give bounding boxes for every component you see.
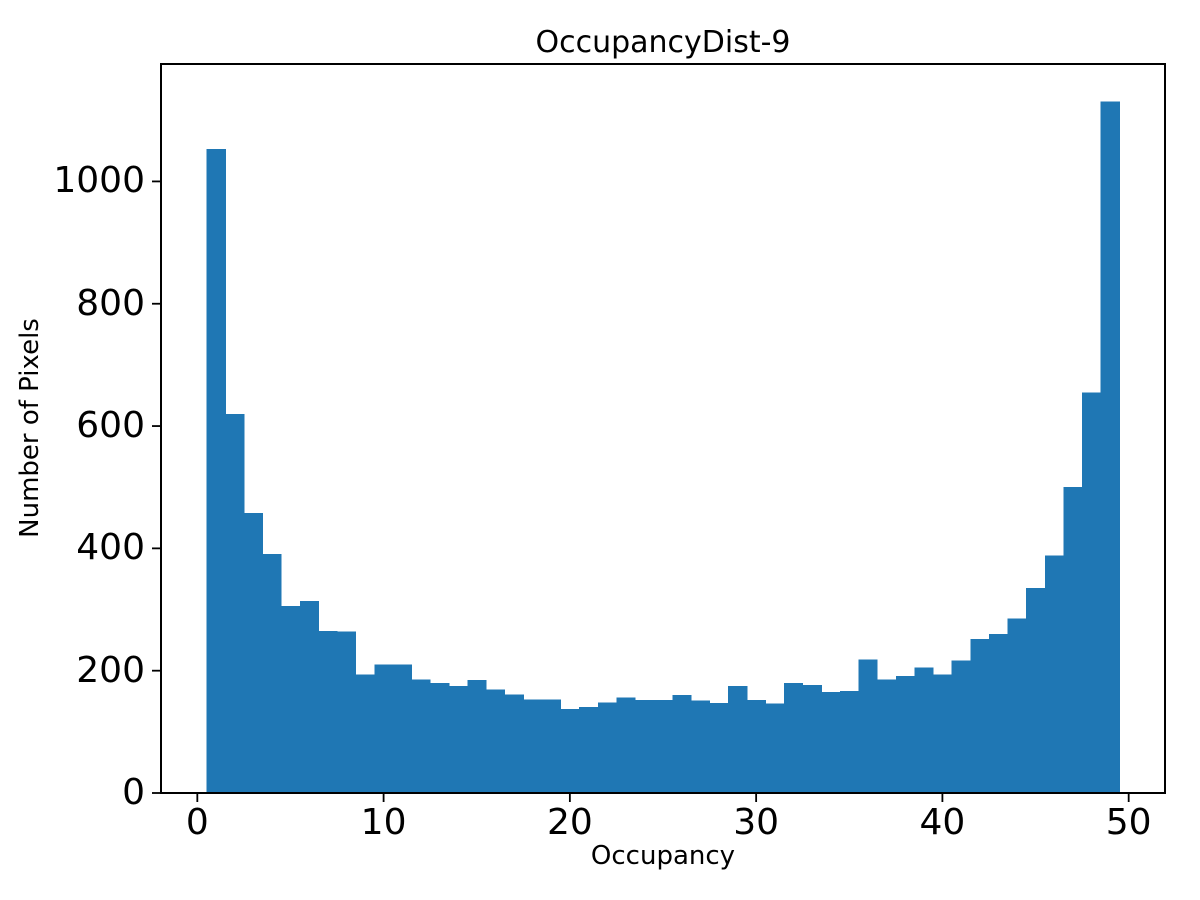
histogram-bar <box>579 706 599 793</box>
histogram-bar <box>318 630 338 793</box>
histogram-bar <box>895 676 915 793</box>
histogram-bar <box>392 664 413 793</box>
histogram-bar <box>448 685 468 793</box>
histogram-bar <box>504 694 524 793</box>
histogram-bar <box>262 553 282 793</box>
histogram-bar <box>765 703 785 793</box>
x-tick-label: 30 <box>733 802 780 843</box>
histogram-bar <box>970 638 990 793</box>
histogram-bar <box>1082 392 1102 793</box>
histogram-bar <box>1044 555 1064 793</box>
x-tick-label: 0 <box>185 802 209 843</box>
y-tick-label: 0 <box>122 772 145 813</box>
histogram-bar <box>1007 618 1027 793</box>
histogram-bar <box>1026 588 1046 793</box>
histogram-bar <box>635 700 655 793</box>
chart-title: OccupancyDist-9 <box>535 25 791 60</box>
x-tick-label: 20 <box>546 802 593 843</box>
histogram-bar <box>746 700 766 793</box>
histogram-bar <box>355 674 375 793</box>
histogram-bar <box>933 674 953 793</box>
axes-spines <box>160 63 1166 794</box>
histogram-bar <box>988 633 1009 793</box>
histogram-bar <box>597 702 617 793</box>
x-tick-label: 40 <box>919 802 966 843</box>
histogram-bar <box>337 631 357 793</box>
histogram-bar <box>430 682 450 793</box>
y-tick-label: 400 <box>76 527 145 569</box>
histogram-bar <box>858 659 878 793</box>
histogram-bar <box>1063 487 1083 793</box>
histogram-bar <box>206 149 226 793</box>
histogram-bar <box>653 700 673 793</box>
histogram-bar <box>411 679 431 793</box>
x-tick-label: 50 <box>1105 802 1152 843</box>
histogram-bar <box>523 699 543 793</box>
histogram-bar <box>541 699 562 793</box>
histogram-bar <box>374 664 394 793</box>
histogram-bar <box>877 679 897 793</box>
histogram-bar <box>951 660 971 793</box>
histogram-bar <box>821 692 841 793</box>
histogram-bar <box>728 685 748 793</box>
histogram-bar <box>486 689 506 793</box>
histogram-bar <box>839 690 860 793</box>
histogram-bar <box>914 667 934 793</box>
y-tick-label: 800 <box>76 282 145 324</box>
histogram-bar <box>467 679 487 793</box>
histogram-bar <box>690 700 711 793</box>
histogram-bar <box>1100 101 1120 793</box>
histogram-bar <box>784 682 804 793</box>
histogram-bar <box>616 697 636 793</box>
histogram-bar <box>281 605 301 793</box>
histogram-bar <box>225 413 245 793</box>
x-tick-label: 10 <box>360 802 407 843</box>
histogram-bar <box>560 709 580 793</box>
histogram-bar <box>243 512 264 793</box>
histogram-bar <box>672 695 692 793</box>
histogram-bar <box>299 600 319 793</box>
histogram-bar <box>802 684 822 793</box>
y-tick-label: 1000 <box>53 160 145 202</box>
y-tick-label: 600 <box>76 405 145 447</box>
x-axis-label: Occupancy <box>590 841 736 871</box>
y-tick-label: 200 <box>76 649 145 691</box>
histogram-bar <box>709 703 729 793</box>
